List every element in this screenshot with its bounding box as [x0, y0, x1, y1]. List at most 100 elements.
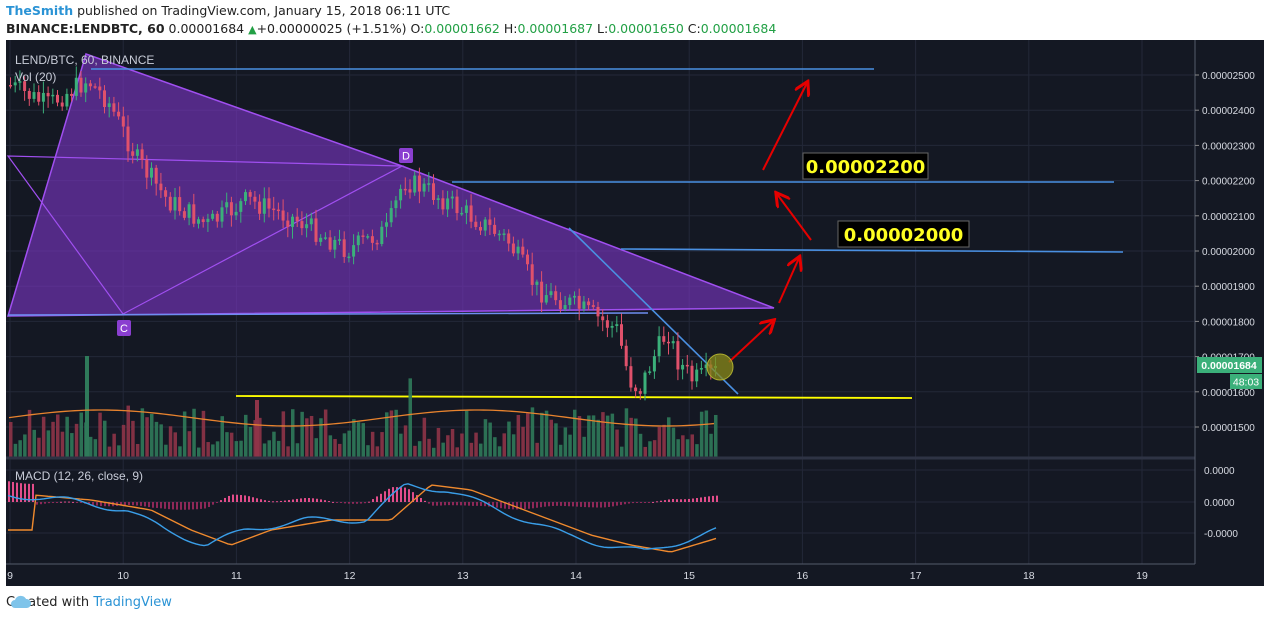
macd-histogram-bar — [544, 502, 546, 507]
volume-bar — [582, 436, 586, 458]
target-line-2000[interactable] — [620, 248, 1124, 253]
volume-bar — [178, 446, 182, 458]
volume-bar — [685, 439, 690, 458]
candle — [159, 183, 163, 191]
macd-histogram-bar — [172, 502, 174, 510]
macd-histogram-bar — [36, 502, 38, 505]
volume-bar — [103, 420, 107, 458]
candle — [605, 320, 609, 328]
candle — [432, 183, 435, 200]
candle — [676, 341, 680, 370]
volume-bar — [244, 414, 248, 458]
price-change: +0.00000025 (+1.51%) — [256, 21, 407, 36]
candle — [168, 196, 172, 211]
macd-histogram-bar — [80, 502, 82, 503]
candle — [305, 224, 309, 229]
macd-histogram-bar — [188, 502, 190, 510]
volume-bar — [9, 422, 13, 458]
point-label-d-box[interactable] — [399, 148, 413, 163]
support-line[interactable] — [235, 395, 913, 399]
candle — [596, 306, 600, 317]
volume-bar — [164, 444, 168, 458]
wedge-pattern[interactable] — [6, 53, 775, 317]
candle — [577, 295, 581, 309]
macd-histogram-bar — [104, 502, 106, 507]
candle — [497, 233, 501, 236]
volume-bar — [60, 431, 65, 458]
candle — [657, 336, 661, 357]
volume-bar — [309, 415, 314, 458]
macd-histogram-bar — [228, 495, 230, 502]
macd-histogram-bar — [268, 500, 270, 502]
inner-triangle[interactable] — [6, 155, 405, 315]
macd-histogram-bar — [8, 481, 10, 502]
candle — [558, 300, 562, 310]
candle — [648, 371, 652, 373]
high-label: H: — [503, 21, 518, 36]
macd-histogram-bar — [200, 502, 202, 509]
candle — [88, 83, 92, 87]
breakout-highlight[interactable] — [706, 353, 734, 381]
macd-histogram-bar — [656, 501, 658, 503]
volume-bar — [540, 412, 544, 458]
volume-bar — [262, 443, 267, 458]
time-axis[interactable]: 9 10 11 12 13 14 15 16 17 18 19 — [7, 570, 1148, 582]
tradingview-link[interactable]: TradingView — [93, 595, 172, 610]
volume-bar — [300, 411, 304, 458]
candle — [464, 205, 468, 213]
macd-histogram-bar — [352, 502, 354, 504]
macd-histogram-bar — [612, 502, 614, 507]
macd-histogram-bar — [616, 502, 618, 506]
chart-area[interactable]: 0.00002500 0.00002400 0.00002300 0.00002200… — [6, 40, 1264, 586]
pattern-base-line[interactable] — [7, 312, 649, 316]
macd-histogram-bar — [632, 502, 634, 504]
macd-histogram-bar — [572, 502, 574, 507]
candle — [206, 218, 210, 223]
volume-bar — [427, 438, 431, 458]
candle — [479, 226, 482, 231]
macd-histogram-bar — [536, 502, 538, 508]
volume-bar — [272, 431, 276, 458]
time-axis-label: 12 — [344, 570, 356, 582]
macd-histogram-bar — [476, 502, 478, 506]
candle — [32, 92, 36, 99]
macd-histogram-bar — [20, 483, 22, 502]
macd-histogram-bar — [296, 498, 298, 502]
macd-histogram-bar — [596, 502, 598, 508]
projection-arrows[interactable] — [728, 83, 812, 363]
macd-histogram-bar — [416, 495, 418, 502]
price-axis[interactable]: 0.00002500 0.00002400 0.00002300 0.00002200… — [1195, 71, 1255, 540]
target-callout-2000-box[interactable] — [837, 220, 970, 248]
macd-histogram-bar — [176, 502, 178, 510]
target-callout-2200-box[interactable] — [802, 152, 929, 180]
macd-histogram-bar — [204, 502, 206, 509]
macd-histogram-bar — [92, 502, 94, 506]
volume-bar — [305, 418, 309, 458]
time-axis-label: 15 — [683, 570, 695, 582]
macd-histogram-bar — [592, 502, 594, 508]
volume-bar — [276, 440, 281, 458]
author-link[interactable]: TheSmith — [6, 3, 74, 18]
candle — [554, 291, 558, 301]
macd-histogram-bar — [560, 502, 562, 506]
macd-histogram-bar — [652, 501, 654, 503]
macd-histogram-bar — [208, 502, 210, 508]
macd-histogram-bar — [620, 502, 622, 505]
macd-histogram-bar — [48, 502, 50, 504]
candle — [399, 188, 403, 201]
chart-svg[interactable]: 0.00002500 0.00002400 0.00002300 0.00002200… — [6, 40, 1264, 586]
target-callout-2200: 0.00002200 — [806, 157, 926, 178]
candle — [455, 196, 459, 214]
macd-histogram-bar — [552, 502, 554, 506]
candle — [117, 111, 121, 117]
volume-bar — [488, 422, 492, 458]
macd-histogram-bar — [508, 502, 510, 510]
macd-histogram-bar — [468, 502, 470, 506]
macd-histogram-bar — [576, 502, 578, 507]
open-value: 0.00001662 — [424, 21, 500, 36]
volume-bar — [530, 407, 535, 458]
macd-histogram-bar — [32, 483, 34, 502]
candle — [126, 126, 130, 152]
candle — [65, 93, 69, 107]
point-label-c-box[interactable] — [117, 320, 131, 336]
